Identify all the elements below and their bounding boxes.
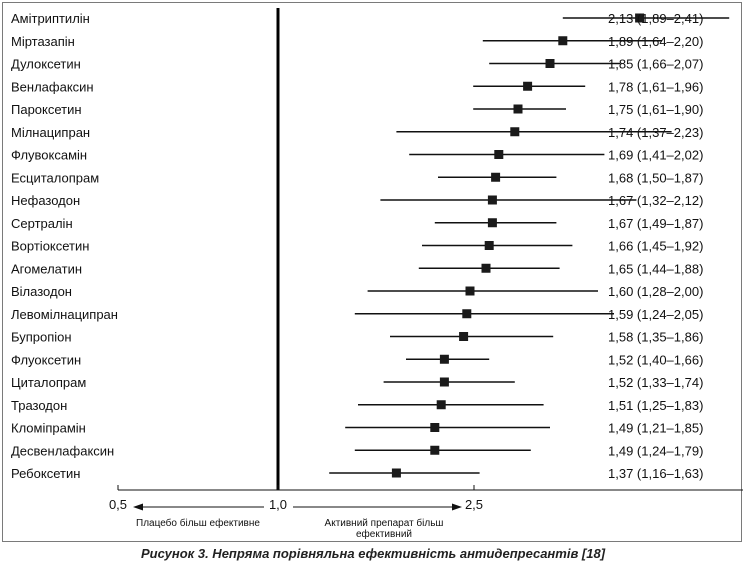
study-label: Міртазапін bbox=[11, 34, 75, 49]
estimate-label: 1,67 (1,32–2,12) bbox=[608, 193, 703, 208]
study-row: Есциталопрам 1,68 (1,50–1,87) bbox=[11, 170, 703, 185]
point-estimate bbox=[545, 59, 555, 68]
study-row: Венлафаксин 1,78 (1,61–1,96) bbox=[11, 79, 703, 94]
point-estimate bbox=[510, 127, 520, 137]
study-row: Агомелатин 1,65 (1,44–1,88) bbox=[11, 261, 703, 276]
estimate-label: 1,49 (1,24–1,79) bbox=[608, 443, 703, 458]
estimate-label: 1,75 (1,61–1,90) bbox=[608, 102, 703, 117]
point-estimate bbox=[439, 377, 449, 387]
estimate-label: 1,51 (1,25–1,83) bbox=[608, 398, 703, 413]
estimate-label: 1,65 (1,44–1,88) bbox=[608, 261, 703, 276]
x-axis: 0,5 1,0 2,5 Плацебо більш ефективне Активний… bbox=[109, 8, 746, 540]
study-row: Мілнаципран 1,74 (1,37–2,23) bbox=[11, 125, 703, 140]
study-label: Вілазодон bbox=[11, 284, 72, 299]
study-label: Десвенлафаксин bbox=[11, 443, 114, 458]
point-estimate bbox=[491, 172, 501, 182]
study-row: Тразодон 1,51 (1,25–1,83) bbox=[11, 398, 703, 413]
tick-label: 0,5 bbox=[109, 497, 127, 512]
point-estimate bbox=[391, 468, 401, 478]
study-row: Циталопрам 1,52 (1,33–1,74) bbox=[11, 375, 703, 390]
study-row: Флуоксетин 1,52 (1,40–1,66) bbox=[11, 352, 703, 367]
point-estimate bbox=[465, 286, 475, 296]
tick-label: 2,5 bbox=[465, 497, 483, 512]
study-label: Дулоксетин bbox=[11, 57, 81, 72]
study-row: Вортіоксетин 1,66 (1,45–1,92) bbox=[11, 239, 703, 254]
estimate-label: 1,67 (1,49–1,87) bbox=[608, 216, 703, 231]
estimate-label: 1,58 (1,35–1,86) bbox=[608, 330, 703, 345]
study-row: Ребоксетин 1,37 (1,16–1,63) bbox=[11, 466, 703, 481]
chart-frame: Амітриптилін 2,13 (1,89–2,41) Міртазапін 1,… bbox=[2, 2, 746, 542]
study-row: Левомілнаципран 1,59 (1,24–2,05) bbox=[11, 307, 703, 322]
point-estimate bbox=[484, 241, 494, 250]
study-label: Ребоксетин bbox=[11, 466, 80, 481]
study-label: Сертралін bbox=[11, 216, 73, 231]
study-label: Нефазодон bbox=[11, 193, 80, 208]
point-estimate bbox=[430, 423, 440, 432]
estimate-label: 1,85 (1,66–2,07) bbox=[608, 57, 703, 72]
point-estimate bbox=[635, 13, 645, 23]
right-direction-label-line1: Активний препарат більш bbox=[325, 517, 444, 529]
estimate-label: 1,49 (1,21–1,85) bbox=[608, 421, 703, 436]
estimate-label: 1,66 (1,45–1,92) bbox=[608, 239, 703, 254]
point-estimate bbox=[494, 150, 504, 159]
point-estimate bbox=[439, 354, 449, 364]
study-row: Флувоксамін 1,69 (1,41–2,02) bbox=[11, 148, 703, 163]
estimate-label: 1,89 (1,64–2,20) bbox=[608, 34, 703, 49]
study-label: Вортіоксетин bbox=[11, 239, 89, 254]
estimate-label: 2,13 (1,89–2,41) bbox=[608, 11, 703, 26]
study-row: Кломіпрамін 1,49 (1,21–1,85) bbox=[11, 421, 703, 436]
point-estimate bbox=[462, 309, 472, 319]
study-label: Флувоксамін bbox=[11, 148, 87, 163]
study-row: Нефазодон 1,67 (1,32–2,12) bbox=[11, 193, 703, 208]
estimate-label: 1,52 (1,33–1,74) bbox=[608, 375, 703, 390]
study-label: Пароксетин bbox=[11, 102, 82, 117]
left-direction-label: Плацебо більш ефективне bbox=[136, 517, 260, 529]
study-row: Амітриптилін 2,13 (1,89–2,41) bbox=[11, 11, 730, 26]
study-row: Вілазодон 1,60 (1,28–2,00) bbox=[11, 284, 703, 299]
right-direction-label: Активний препарат більш ефективний bbox=[325, 517, 444, 540]
study-row: Бупропіон 1,58 (1,35–1,86) bbox=[11, 330, 703, 345]
estimate-label: 1,60 (1,28–2,00) bbox=[608, 284, 703, 299]
study-label: Есциталопрам bbox=[11, 170, 99, 185]
point-estimate bbox=[430, 445, 440, 455]
study-label: Агомелатин bbox=[11, 261, 82, 276]
study-label: Циталопрам bbox=[11, 375, 86, 390]
estimate-label: 1,78 (1,61–1,96) bbox=[608, 79, 703, 94]
estimate-label: 1,68 (1,50–1,87) bbox=[608, 170, 703, 185]
study-row: Дулоксетин 1,85 (1,66–2,07) bbox=[11, 57, 703, 72]
study-label: Мілнаципран bbox=[11, 125, 90, 140]
study-row: Міртазапін 1,89 (1,64–2,20) bbox=[11, 34, 703, 49]
estimate-label: 1,69 (1,41–2,02) bbox=[608, 148, 703, 163]
figure-caption: Рисунок 3. Непряма порівняльна ефективні… bbox=[140, 546, 606, 561]
estimate-label: 1,59 (1,24–2,05) bbox=[608, 307, 703, 322]
study-label: Левомілнаципран bbox=[11, 307, 118, 322]
point-estimate bbox=[558, 36, 568, 46]
study-row: Пароксетин 1,75 (1,61–1,90) bbox=[11, 102, 703, 117]
tick-label: 1,0 bbox=[269, 497, 287, 512]
point-estimate bbox=[481, 263, 491, 273]
right-arrow-head bbox=[452, 503, 462, 511]
point-estimate bbox=[459, 332, 469, 341]
point-estimate bbox=[436, 400, 446, 410]
study-label: Кломіпрамін bbox=[11, 421, 86, 436]
left-arrow-head bbox=[133, 503, 143, 511]
right-direction-label-line2: ефективний bbox=[356, 528, 412, 540]
study-label: Тразодон bbox=[11, 398, 67, 413]
study-label: Флуоксетин bbox=[11, 352, 81, 367]
study-row: Сертралін 1,67 (1,49–1,87) bbox=[11, 216, 703, 231]
study-label: Бупропіон bbox=[11, 330, 72, 345]
estimate-label: 1,74 (1,37–2,23) bbox=[608, 125, 703, 140]
point-estimate bbox=[487, 195, 497, 205]
study-label: Амітриптилін bbox=[11, 11, 90, 26]
estimate-label: 1,37 (1,16–1,63) bbox=[608, 466, 703, 481]
study-rows: Амітриптилін 2,13 (1,89–2,41) Міртазапін 1,… bbox=[11, 11, 730, 481]
forest-plot: Амітриптилін 2,13 (1,89–2,41) Міртазапін 1,… bbox=[11, 8, 746, 540]
point-estimate bbox=[523, 81, 533, 91]
point-estimate bbox=[513, 104, 523, 114]
estimate-label: 1,52 (1,40–1,66) bbox=[608, 352, 703, 367]
study-label: Венлафаксин bbox=[11, 79, 94, 94]
point-estimate bbox=[487, 218, 497, 228]
study-row: Десвенлафаксин 1,49 (1,24–1,79) bbox=[11, 443, 703, 458]
